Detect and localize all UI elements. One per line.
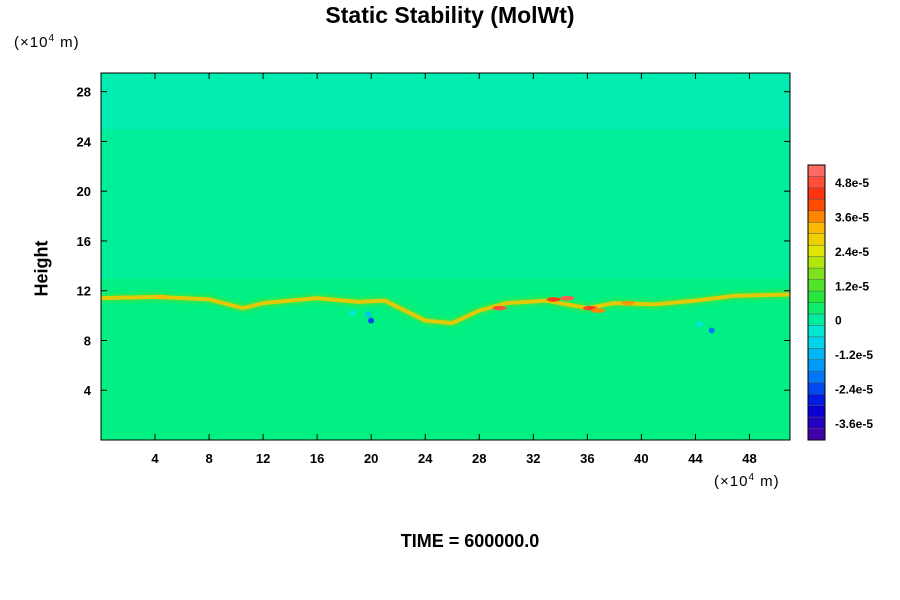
- colorbar-level-5: [808, 222, 825, 235]
- x-tick-label: 16: [310, 451, 324, 466]
- plot-frame: [100, 72, 791, 441]
- colorbar-label: 1.2e-5: [835, 279, 869, 293]
- x-tick-label: 24: [418, 451, 433, 466]
- y-tick-label: 4: [84, 383, 92, 398]
- colorbar-level-11: [808, 291, 825, 303]
- y-tick-label: 24: [77, 134, 92, 149]
- x-tick-label: 20: [364, 451, 378, 466]
- colorbar-level-9: [808, 268, 825, 280]
- colorbar-level-3: [808, 199, 825, 212]
- x-tick-label: 4: [151, 451, 159, 466]
- hot-spot-3: [560, 295, 575, 301]
- colorbar-level-8: [808, 256, 825, 269]
- x-tick-label: 40: [634, 451, 648, 466]
- field-upper-layer: [101, 128, 790, 279]
- cold-spot-4: [696, 321, 703, 328]
- colorbar-level-13: [808, 313, 825, 326]
- x-tick-label: 8: [205, 451, 212, 466]
- field-top-layer: [101, 73, 790, 129]
- cold-spot-3: [708, 327, 715, 334]
- colorbar-level-18: [808, 371, 825, 384]
- colorbar-label: -1.2e-5: [835, 348, 873, 362]
- time-label: TIME = 600000.0: [400, 531, 540, 551]
- colorbar: [807, 164, 826, 441]
- colorbar-level-12: [808, 302, 825, 315]
- x-tick-label: 44: [688, 451, 703, 466]
- colorbar-label: 4.8e-5: [835, 176, 869, 190]
- colorbar-level-7: [808, 245, 825, 257]
- colorbar-level-0: [808, 165, 825, 177]
- cold-spot-2: [349, 310, 356, 317]
- hot-spot-1: [492, 305, 507, 311]
- colorbar-level-20: [808, 394, 825, 406]
- colorbar-label: -2.4e-5: [835, 382, 873, 396]
- colorbar-label: 0: [835, 314, 842, 328]
- y-tick-label: 16: [77, 234, 91, 249]
- hot-spot-6: [591, 308, 606, 313]
- colorbar-frame: [807, 164, 826, 441]
- colorbar-level-17: [808, 359, 825, 372]
- colorbar-label: -3.6e-5: [835, 417, 873, 431]
- colorbar-level-4: [808, 210, 825, 223]
- hot-spot-2: [546, 297, 561, 302]
- y-axis-unit: (×104 m): [14, 33, 80, 51]
- chart-title: Static Stability (MolWt): [325, 2, 575, 28]
- y-tick-label: 8: [84, 333, 91, 348]
- x-axis-unit: (×104 m): [714, 472, 780, 490]
- y-tick-label: 12: [77, 284, 91, 299]
- y-tick-label: 28: [77, 85, 91, 100]
- colorbar-level-6: [808, 233, 825, 246]
- colorbar-level-16: [808, 348, 825, 361]
- x-tick-label: 36: [580, 451, 594, 466]
- colorbar-level-23: [808, 428, 825, 441]
- heatmap-field: [101, 73, 790, 440]
- feature-band: [101, 292, 790, 326]
- colorbar-level-2: [808, 187, 825, 200]
- colorbar-level-10: [808, 279, 825, 292]
- cold-spot-0: [368, 317, 375, 324]
- cold-spot-1: [365, 311, 372, 318]
- colorbar-label: 2.4e-5: [835, 245, 869, 259]
- hot-spot-5: [620, 300, 635, 306]
- x-tick-label: 48: [742, 451, 756, 466]
- colorbar-level-14: [808, 325, 825, 338]
- x-tick-label: 12: [256, 451, 270, 466]
- hot-spot-0: [154, 294, 169, 300]
- x-tick-label: 32: [526, 451, 540, 466]
- x-tick-label: 28: [472, 451, 486, 466]
- colorbar-level-21: [808, 405, 825, 418]
- colorbar-level-19: [808, 382, 825, 395]
- colorbar-level-1: [808, 176, 825, 189]
- colorbar-label: 3.6e-5: [835, 211, 869, 225]
- y-tick-label: 20: [77, 184, 91, 199]
- colorbar-level-22: [808, 417, 825, 429]
- colorbar-level-15: [808, 336, 825, 349]
